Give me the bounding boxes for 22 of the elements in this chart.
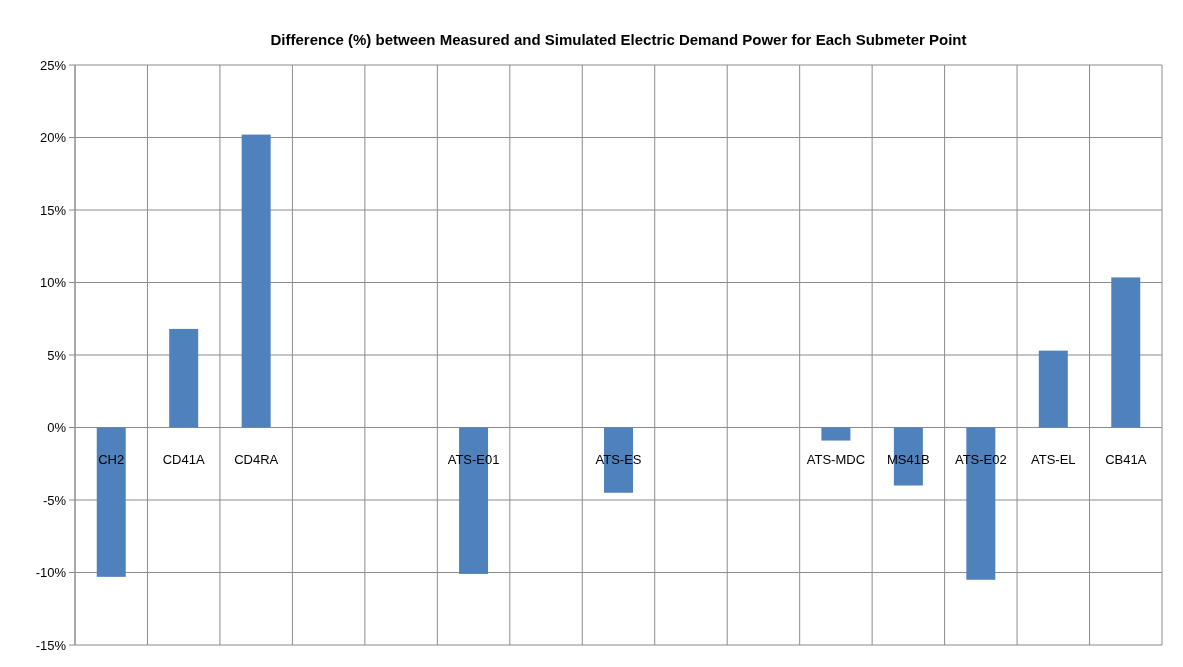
y-tick-label: 10% xyxy=(39,275,67,291)
y-tick-label: 20% xyxy=(39,130,67,146)
y-tick-label: -15% xyxy=(35,637,67,653)
y-tick-label: 15% xyxy=(39,202,67,218)
y-tick-label: 5% xyxy=(47,347,67,363)
x-tick-label: CD41A xyxy=(162,451,205,467)
bar xyxy=(169,328,199,428)
x-tick-label: ATS-EL xyxy=(1031,451,1076,467)
bar xyxy=(241,134,271,428)
y-tick-label: 0% xyxy=(47,420,67,436)
bar xyxy=(1038,350,1068,428)
x-tick-label: CB41A xyxy=(1105,451,1147,467)
bar xyxy=(821,427,851,441)
y-tick-label: -10% xyxy=(35,565,67,581)
x-tick-label: CH2 xyxy=(98,451,125,467)
x-tick-label: CD4RA xyxy=(234,451,279,467)
chart-title: Difference (%) between Measured and Simulated Electric Demand Power for Each Submeter Point xyxy=(270,31,967,48)
bar xyxy=(1111,277,1141,428)
y-tick-label: 25% xyxy=(39,57,67,73)
y-tick-label: -5% xyxy=(42,492,67,508)
bar xyxy=(96,427,126,577)
x-tick-label: ATS-MDC xyxy=(806,451,866,467)
